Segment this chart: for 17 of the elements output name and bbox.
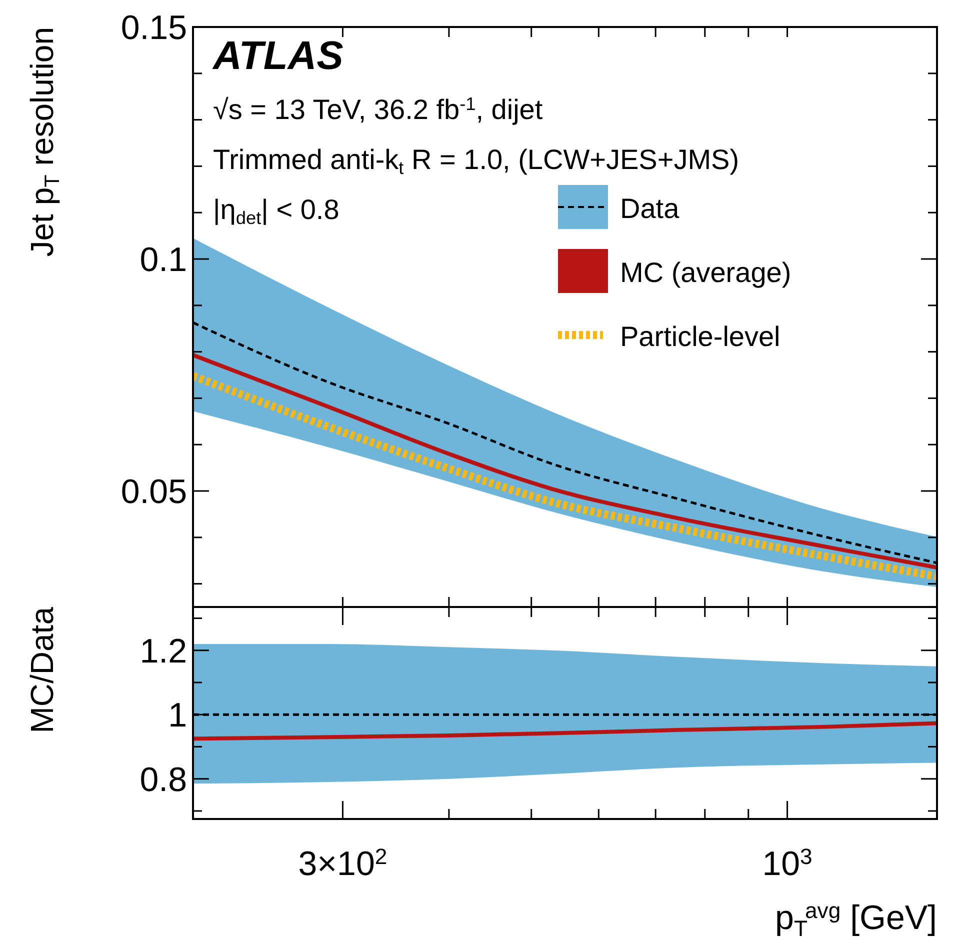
legend-label: Data	[620, 193, 680, 224]
y-tick-label: 1.2	[140, 632, 187, 670]
annotation: ATLAS	[212, 34, 344, 78]
annotation: |η$_{det}$| < 0.8	[213, 194, 340, 228]
legend-label: Particle-level	[620, 321, 780, 352]
annotation: √s = 13 TeV, 36.2 fb$^{-1}$, dijet	[213, 94, 543, 125]
y-axis-title: MC/Data	[24, 606, 60, 734]
x-axis-title: p$_{T}$$^{avg}$ [GeV]	[775, 898, 937, 941]
y-tick-label: 1	[168, 696, 187, 735]
annotation: Trimmed anti-k$_{t}$ R = 1.0, (LCW+JES+JMS)	[213, 144, 740, 178]
y-tick-label: 0.8	[140, 760, 187, 799]
y-tick-label: 0.1	[140, 241, 187, 279]
y-tick-label: 0.05	[120, 473, 187, 511]
x-tick-label: 10$^{3}$	[762, 844, 812, 883]
x-tick-label: 3×10$^{2}$	[298, 844, 388, 883]
legend-label: MC (average)	[620, 257, 792, 288]
y-tick-label: 0.15	[120, 9, 187, 47]
